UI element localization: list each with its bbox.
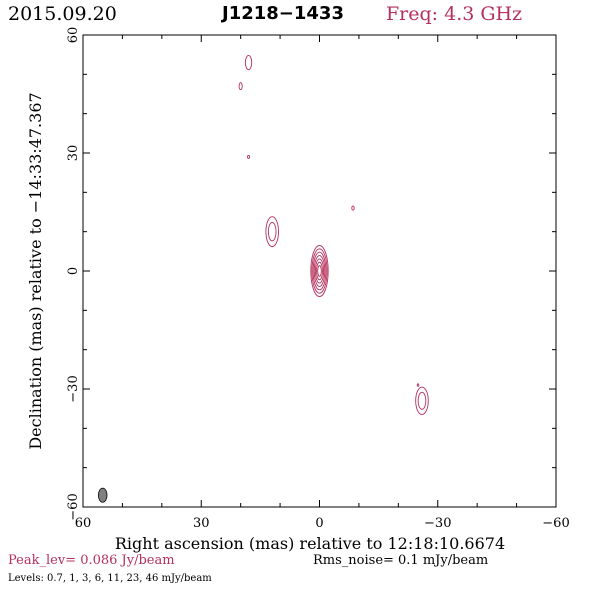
contour-component — [247, 154, 250, 159]
axis-ticks — [82, 34, 557, 508]
contour-line — [351, 205, 355, 211]
x-tick-label: −30 — [424, 516, 451, 531]
contour-component — [416, 383, 420, 387]
contour-line — [416, 383, 420, 387]
y-tick-label: 0 — [66, 267, 81, 275]
contour-line — [314, 258, 325, 284]
contour-component — [351, 205, 355, 211]
peak-level: Peak_lev= 0.086 Jy/beam — [8, 553, 175, 568]
y-tick-label: −30 — [66, 375, 81, 402]
x-axis-label: Right ascension (mas) relative to 12:18:… — [115, 534, 505, 553]
y-tick-label: 30 — [66, 145, 81, 162]
contour-line — [415, 386, 429, 416]
contour-levels: Levels: 0.7, 1, 3, 6, 11, 23, 46 mJy/bea… — [8, 573, 212, 584]
plot-frame — [82, 34, 557, 508]
y-tick-label: −60 — [66, 493, 81, 520]
contour-line — [311, 248, 328, 294]
contour-component — [244, 55, 253, 71]
contour-component — [238, 82, 243, 91]
frequency-label: Freq: 4.3 GHz — [386, 3, 523, 25]
contour-line — [267, 222, 277, 242]
beam-ellipse — [97, 487, 108, 503]
contour-line — [312, 251, 327, 291]
contour-line — [417, 391, 427, 410]
source-name: J1218−1433 — [222, 3, 344, 24]
contour-line — [244, 55, 253, 71]
contour-line — [247, 154, 250, 159]
contour-line — [316, 261, 323, 281]
rms-noise: Rms_noise= 0.1 mJy/beam — [313, 553, 489, 568]
y-axis-label: Declination (mas) relative to −14:33:47.… — [26, 92, 45, 449]
contour-line — [317, 265, 322, 277]
x-tick-label: 60 — [75, 516, 92, 531]
observation-date: 2015.09.20 — [8, 3, 117, 25]
contour-line — [265, 216, 279, 248]
x-tick-label: 0 — [315, 516, 323, 531]
x-tick-label: −60 — [542, 516, 569, 531]
contour-component — [415, 386, 429, 416]
contour-components — [97, 55, 429, 503]
y-tick-label: 60 — [66, 27, 81, 44]
contour-line — [238, 82, 243, 91]
contour-component — [310, 244, 329, 298]
contour-line — [310, 244, 329, 298]
contour-component — [265, 216, 279, 248]
contour-line — [313, 255, 326, 287]
x-tick-label: 30 — [193, 516, 210, 531]
